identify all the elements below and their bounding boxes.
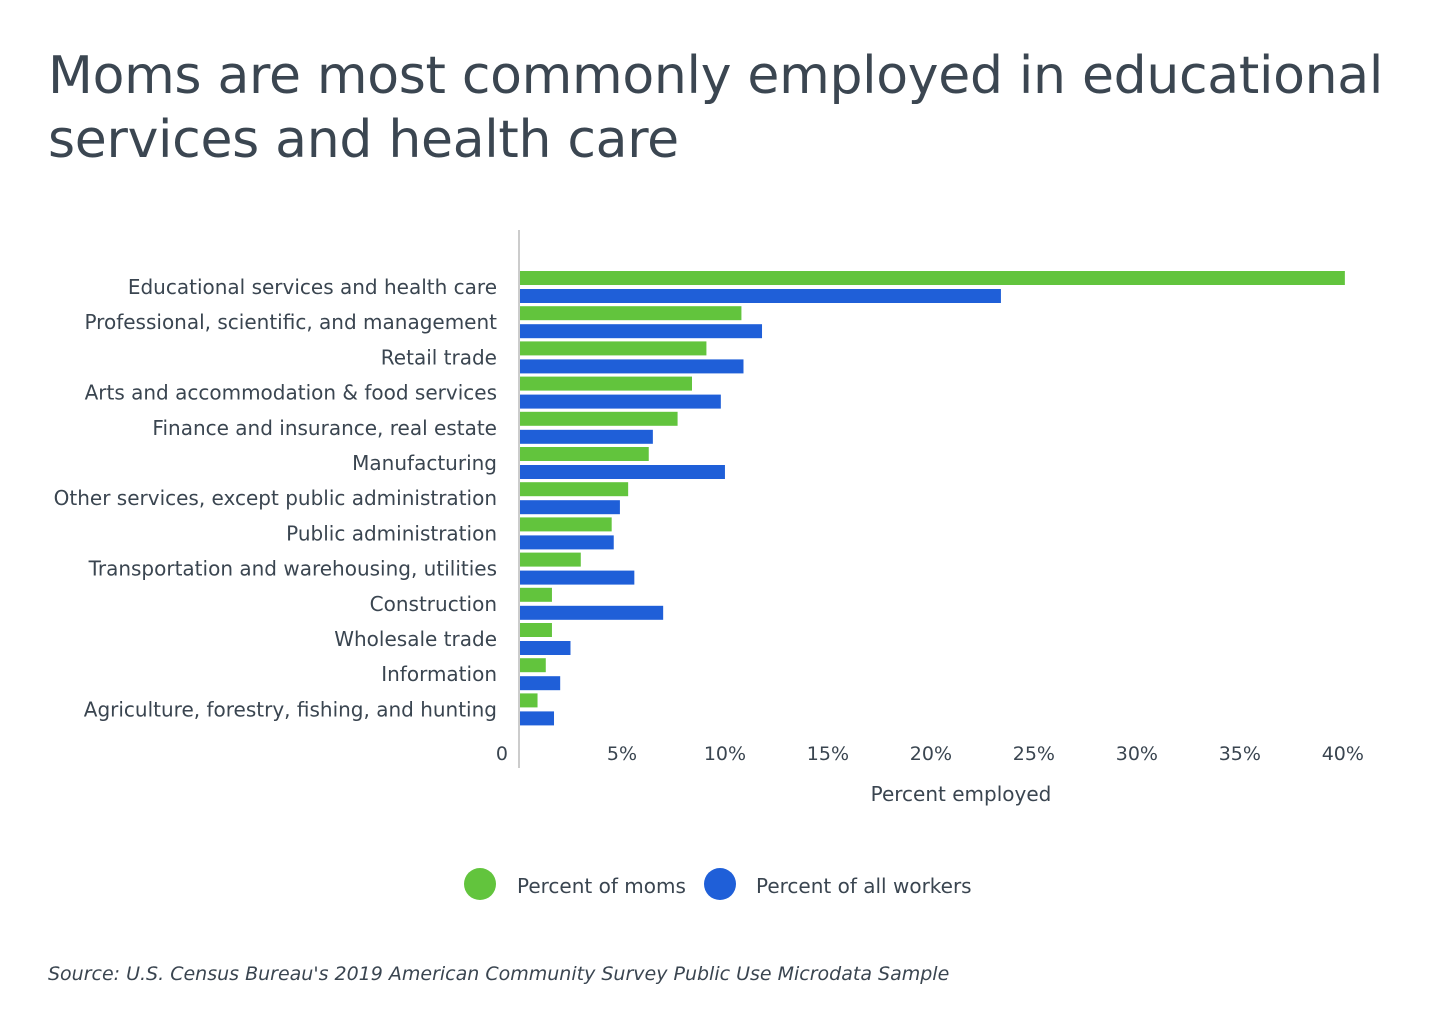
category-label: Professional, scientific, and management [84, 310, 497, 334]
bar-percent-of-all-workers-manufacturing [520, 465, 725, 479]
category-label: Retail trade [381, 345, 497, 369]
x-tick-label: 10% [704, 743, 746, 765]
category-label: Agriculture, forestry, fishing, and hunt… [84, 697, 497, 721]
bar-percent-of-all-workers-educational-services-and-health-care [520, 289, 1001, 303]
category-label: Finance and insurance, real estate [152, 416, 497, 440]
bar-percent-of-moms-educational-services-and-health-care [520, 271, 1345, 285]
category-label: Public administration [286, 521, 497, 545]
legend-label-moms: Percent of moms [517, 874, 686, 898]
x-tick-label: 25% [1013, 743, 1055, 765]
bar-percent-of-moms-construction [520, 587, 552, 602]
category-label: Wholesale trade [334, 627, 497, 651]
category-label: Manufacturing [352, 451, 497, 475]
x-tick-label: 15% [807, 743, 849, 765]
category-label: Arts and accommodation & food services [85, 381, 497, 405]
x-tick-label: 20% [910, 743, 952, 765]
x-tick-label: 5% [607, 743, 637, 765]
bar-percent-of-all-workers-information [520, 676, 561, 691]
bar-percent-of-all-workers-agriculture-forestry-fishing-and-hunting [520, 711, 555, 726]
category-label: Transportation and warehousing, utilitie… [88, 557, 497, 581]
category-label: Other services, except public administra… [54, 486, 497, 510]
category-label: Information [381, 662, 497, 686]
bar-percent-of-all-workers-transportation-and-warehousing-utilities [520, 570, 635, 585]
source-note: Source: U.S. Census Bureau's 2019 Americ… [48, 963, 950, 985]
legend-marker-moms [464, 868, 496, 900]
x-tick-label: 35% [1219, 743, 1261, 765]
bar-percent-of-moms-transportation-and-warehousing-utilities [520, 552, 581, 567]
category-label: Construction [370, 592, 497, 616]
bar-percent-of-all-workers-public-administration [520, 535, 614, 550]
bar-percent-of-all-workers-retail-trade [520, 359, 744, 374]
category-labels: Educational services and health care Prof… [54, 275, 498, 721]
bar-percent-of-moms-finance-and-insurance-real-estate [520, 411, 678, 426]
bar-percent-of-moms-other-services-except-public-administration [520, 482, 629, 497]
x-tick-label: 0 [496, 743, 508, 765]
bar-percent-of-all-workers-wholesale-trade [520, 641, 571, 655]
legend-marker-all-workers [704, 868, 736, 900]
bar-percent-of-all-workers-other-services-except-public-administration [520, 500, 620, 515]
bar-percent-of-all-workers-construction [520, 605, 664, 620]
legend-label-all-workers: Percent of all workers [756, 874, 972, 898]
bar-percent-of-all-workers-professional-scientific-and-management [520, 324, 763, 339]
chart-title: Moms are most commonly employed in educa… [48, 46, 1383, 170]
bar-percent-of-all-workers-arts-and-accommodation-food-services [520, 394, 721, 409]
x-tick-label: 40% [1322, 743, 1364, 765]
bar-percent-of-moms-arts-and-accommodation-food-services [520, 376, 692, 391]
bar-percent-of-moms-professional-scientific-and-management [520, 306, 742, 321]
bar-percent-of-moms-retail-trade [520, 341, 707, 356]
bar-percent-of-moms-wholesale-trade [520, 623, 552, 637]
bar-percent-of-moms-information [520, 658, 546, 673]
legend: Percent of moms Percent of all workers [464, 868, 972, 900]
x-tick-labels: 0 5% 10% 15% 20% 25% 30% 35% 40% [496, 743, 1364, 765]
x-axis-title: Percent employed [871, 782, 1052, 806]
bar-percent-of-all-workers-finance-and-insurance-real-estate [520, 429, 653, 444]
bar-percent-of-moms-public-administration [520, 517, 612, 532]
x-tick-label: 30% [1116, 743, 1158, 765]
bar-percent-of-moms-agriculture-forestry-fishing-and-hunting [520, 693, 538, 708]
bars-layer [520, 271, 1345, 726]
category-label: Educational services and health care [128, 275, 497, 299]
bar-percent-of-moms-manufacturing [520, 447, 649, 461]
